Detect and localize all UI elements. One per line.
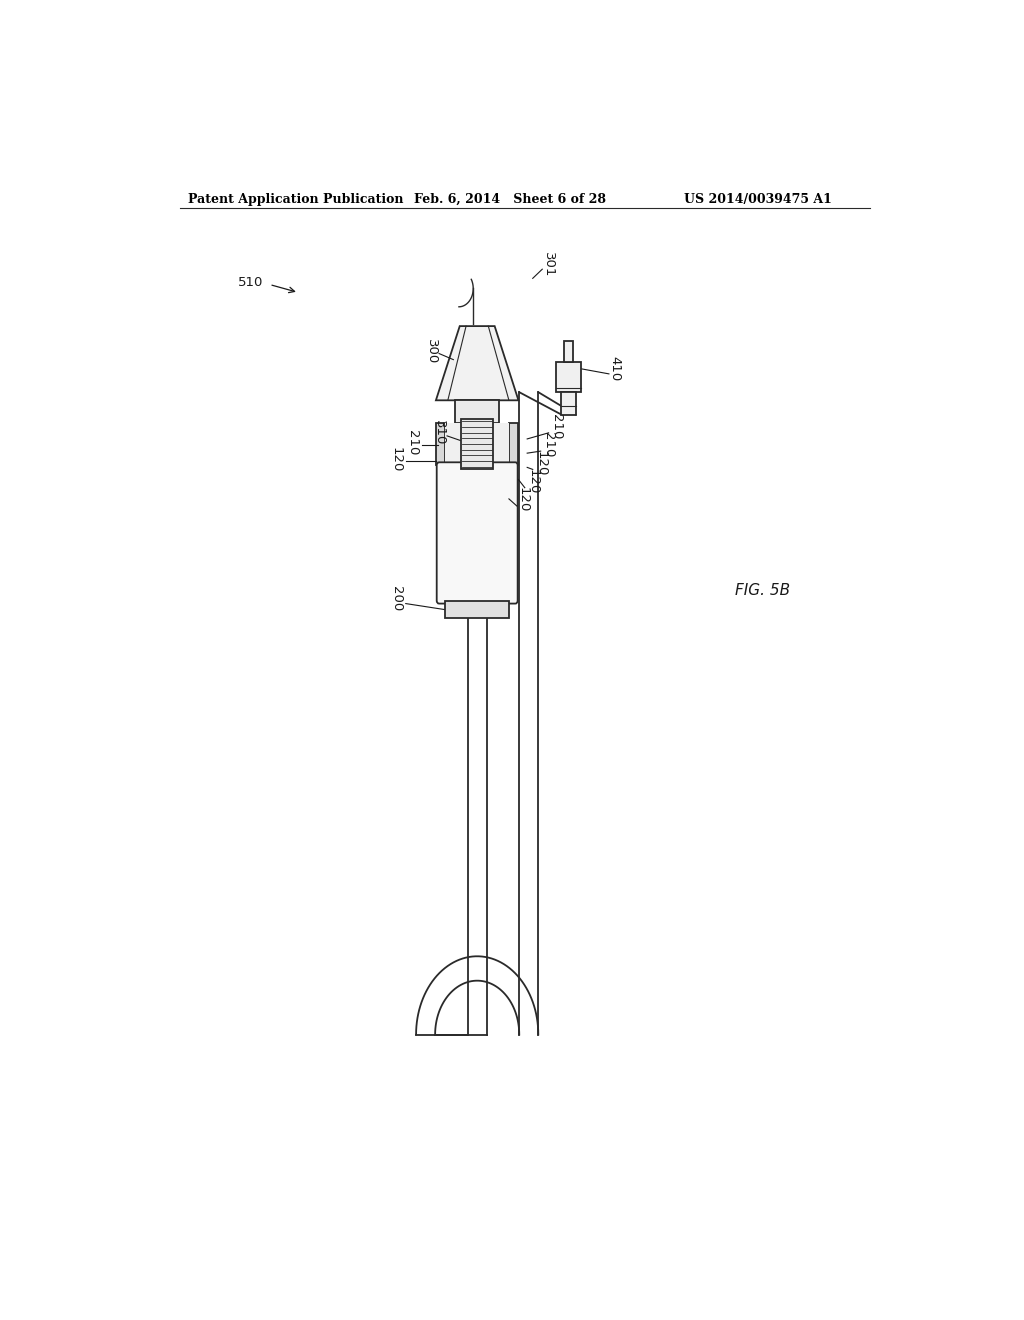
Text: 120: 120 <box>517 487 529 512</box>
Text: Patent Application Publication: Patent Application Publication <box>187 193 403 206</box>
Bar <box>561 392 575 414</box>
Text: 510: 510 <box>238 276 263 289</box>
Text: US 2014/0039475 A1: US 2014/0039475 A1 <box>684 193 831 206</box>
Text: 310: 310 <box>433 420 446 446</box>
Text: 300: 300 <box>425 339 437 364</box>
Text: 210: 210 <box>542 433 555 458</box>
Bar <box>563 342 573 362</box>
Text: 120: 120 <box>390 446 402 473</box>
Text: 120: 120 <box>535 450 547 477</box>
Text: FIG. 5B: FIG. 5B <box>735 583 791 598</box>
Bar <box>556 362 582 392</box>
Polygon shape <box>436 326 518 400</box>
Text: 210: 210 <box>550 414 563 440</box>
Bar <box>445 601 509 618</box>
Bar <box>445 422 462 466</box>
Bar <box>436 422 445 466</box>
Text: 120: 120 <box>526 469 540 494</box>
Bar <box>509 422 518 466</box>
Bar <box>455 400 500 422</box>
FancyBboxPatch shape <box>436 462 518 603</box>
Text: Feb. 6, 2014   Sheet 6 of 28: Feb. 6, 2014 Sheet 6 of 28 <box>414 193 605 206</box>
Bar <box>494 422 509 466</box>
Bar <box>461 418 494 470</box>
Text: 301: 301 <box>542 252 555 277</box>
Text: 200: 200 <box>390 586 402 611</box>
Text: 210: 210 <box>406 430 419 455</box>
Text: 410: 410 <box>609 356 622 381</box>
